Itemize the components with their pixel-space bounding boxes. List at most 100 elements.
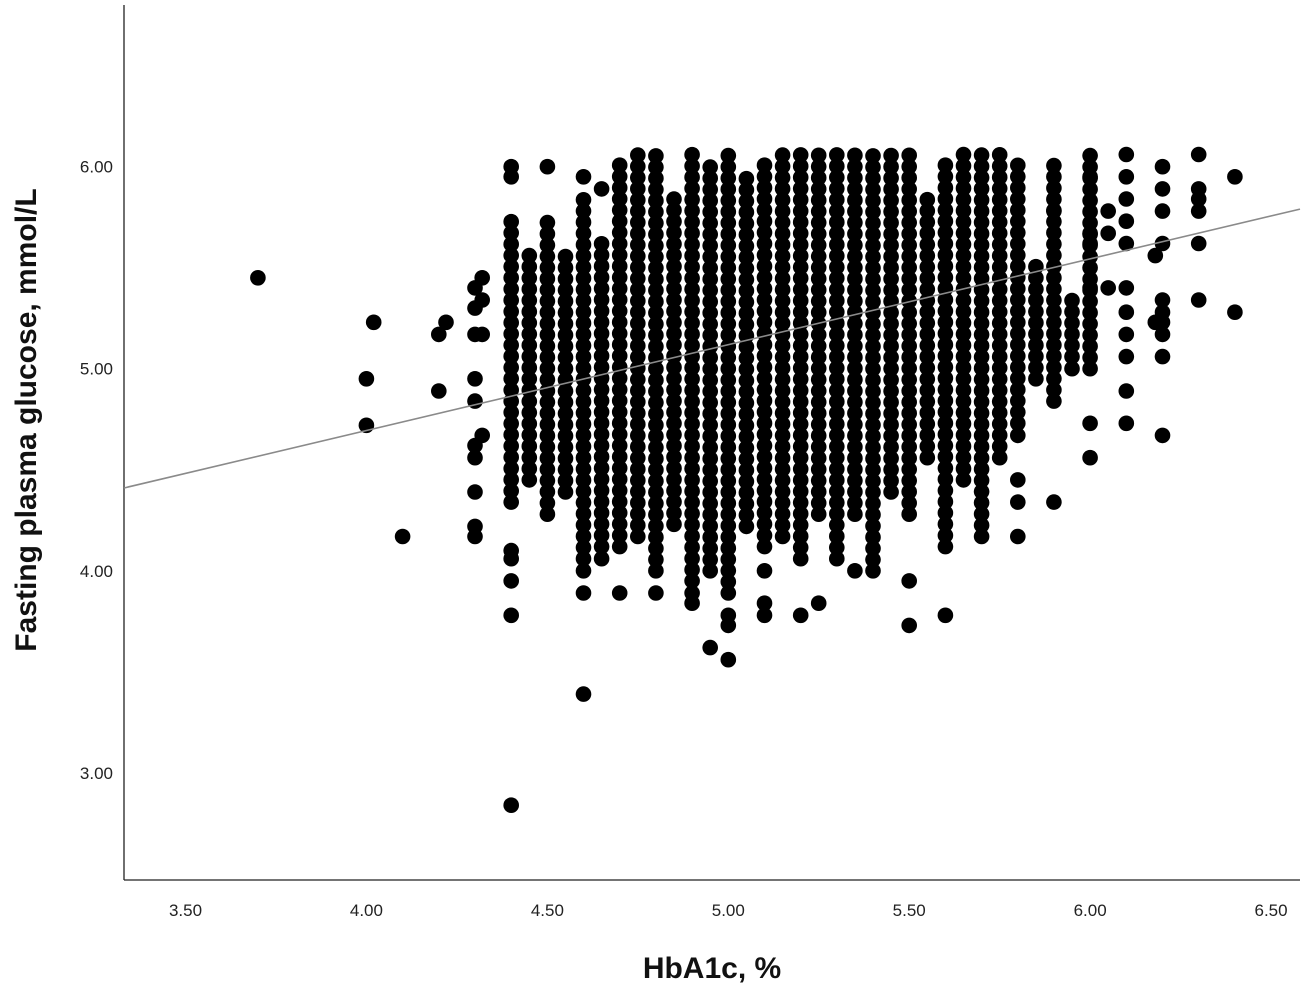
data-points — [250, 146, 1243, 813]
data-point — [358, 371, 375, 387]
data-point — [847, 360, 863, 377]
data-point — [919, 281, 936, 298]
data-point — [792, 225, 809, 242]
data-point — [521, 460, 538, 477]
data-point — [1082, 181, 1098, 198]
data-point — [720, 271, 737, 287]
data-point — [648, 226, 664, 243]
data-point — [593, 550, 610, 567]
data-point — [1046, 382, 1062, 398]
data-point — [684, 438, 700, 455]
data-point — [829, 438, 845, 455]
data-point — [792, 450, 809, 466]
data-point — [883, 327, 899, 343]
data-point — [792, 550, 809, 567]
data-point — [865, 237, 881, 254]
data-point — [702, 170, 718, 187]
data-point — [521, 348, 538, 365]
data-point — [738, 428, 755, 445]
data-point — [937, 168, 954, 185]
data-point — [503, 550, 519, 567]
data-point — [666, 224, 682, 241]
data-point — [575, 214, 592, 230]
data-point — [611, 280, 628, 297]
data-point — [865, 462, 881, 478]
data-point — [774, 461, 791, 478]
data-point — [829, 472, 845, 489]
data-point — [1082, 159, 1098, 175]
data-point — [720, 405, 737, 422]
data-point — [847, 270, 863, 287]
data-point — [702, 204, 718, 220]
data-point — [901, 248, 917, 265]
data-point — [1010, 157, 1026, 174]
data-point — [648, 417, 664, 433]
data-point — [630, 349, 646, 365]
data-point — [973, 237, 990, 253]
data-point — [901, 360, 917, 377]
data-point — [901, 439, 917, 455]
data-point — [991, 348, 1008, 365]
data-point — [1118, 146, 1135, 163]
data-point — [630, 147, 646, 163]
data-point — [991, 259, 1008, 275]
data-point — [702, 248, 718, 265]
data-point — [630, 360, 646, 377]
data-point — [521, 326, 538, 342]
data-point — [810, 270, 827, 287]
data-point — [702, 450, 718, 467]
data-point — [666, 404, 682, 421]
data-point — [792, 405, 809, 421]
data-point — [1100, 203, 1116, 219]
data-point — [865, 439, 881, 456]
data-point — [648, 361, 664, 377]
data-point — [1010, 528, 1026, 545]
data-point — [702, 639, 718, 656]
data-point — [865, 484, 881, 501]
data-point — [702, 563, 718, 579]
data-point — [611, 325, 628, 342]
data-point — [865, 417, 881, 433]
data-point — [630, 450, 646, 466]
data-point — [539, 349, 556, 366]
data-point — [847, 383, 863, 399]
data-point — [865, 450, 881, 467]
data-point — [774, 382, 791, 399]
data-point — [1064, 337, 1080, 354]
data-point — [684, 595, 700, 611]
data-point — [738, 339, 755, 355]
data-point — [792, 292, 809, 309]
data-point — [901, 147, 917, 164]
data-point — [630, 326, 646, 343]
data-point — [593, 292, 610, 308]
data-point — [883, 461, 899, 478]
data-point — [774, 495, 791, 511]
data-point — [648, 450, 664, 467]
data-point — [919, 236, 936, 253]
data-point — [792, 236, 809, 253]
data-point — [1118, 348, 1135, 365]
data-point — [865, 293, 881, 310]
data-point — [1028, 337, 1044, 354]
data-point — [901, 192, 917, 208]
data-point — [919, 371, 936, 387]
data-point — [648, 394, 664, 411]
data-point — [648, 316, 664, 332]
data-point — [720, 372, 737, 388]
data-point — [1082, 327, 1098, 343]
data-point — [521, 416, 538, 432]
data-point — [503, 460, 519, 477]
data-point — [611, 449, 628, 465]
data-point — [955, 191, 972, 208]
data-point — [702, 237, 718, 254]
data-point — [1010, 168, 1026, 185]
data-point — [847, 315, 863, 332]
data-point — [648, 506, 664, 523]
data-point — [829, 349, 845, 365]
data-point — [720, 651, 737, 668]
data-point — [611, 258, 628, 275]
data-point — [1028, 303, 1044, 320]
data-point — [630, 371, 646, 388]
data-point — [1010, 236, 1026, 252]
data-point — [1028, 292, 1044, 309]
